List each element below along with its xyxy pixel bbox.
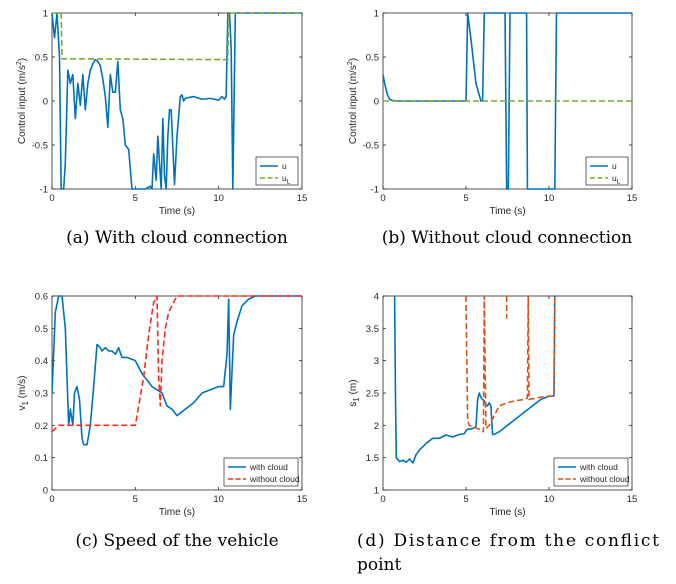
figure-caption: (d) Distance from the conflict point [357, 531, 659, 575]
x-tick-label: 10 [213, 494, 224, 505]
x-tick-label: 5 [463, 494, 468, 505]
y-tick-label: 0.3 [35, 389, 48, 400]
x-tick-label: 5 [133, 193, 138, 204]
legend-label: u [282, 161, 287, 171]
x-tick-label: 0 [380, 494, 385, 505]
y-tick-label: 0.5 [35, 53, 48, 64]
legend-label: u [612, 161, 617, 171]
x-tick-label: 15 [297, 193, 308, 204]
x-tick-label: 10 [544, 494, 555, 505]
y-tick-label: 2.5 [366, 389, 379, 400]
legend: with cloud without cloud [223, 457, 300, 487]
y-tick-label: 0 [43, 97, 48, 108]
y-axis-label: s1 (m) [348, 379, 361, 406]
x-tick-label: 0 [49, 494, 54, 505]
x-tick-label: 15 [627, 494, 638, 505]
series-line-with-cloud [52, 295, 302, 446]
legend-label: without cloud [249, 474, 300, 484]
legend-label: with cloud [579, 462, 618, 472]
y-tick-label: -0.5 [32, 141, 48, 152]
legend-label: without cloud [579, 474, 630, 484]
y-tick-label: 0.1 [35, 453, 48, 464]
y-tick-label: 3.5 [366, 324, 379, 335]
x-tick-label: 0 [380, 193, 385, 204]
x-axis-label: Time (s) [159, 206, 195, 217]
series-line-with-cloud [393, 295, 556, 464]
legend-label: uL [612, 173, 621, 186]
legend-box [553, 457, 629, 487]
y-tick-label: 3 [374, 356, 379, 367]
x-tick-label: 0 [49, 193, 54, 204]
y-tick-label: -1 [371, 185, 379, 196]
x-tick-label: 10 [544, 193, 555, 204]
x-axis-label: Time (s) [489, 206, 525, 217]
x-axis-label: Time (s) [159, 507, 195, 518]
legend-label: uL [282, 173, 291, 186]
y-tick-label: 0.5 [366, 53, 379, 64]
series-line-without-cloud [465, 295, 556, 433]
legend: with cloud without cloud [553, 457, 630, 487]
figure-caption: (c) Speed of the vehicle [75, 531, 278, 551]
y-tick-label: 1.5 [366, 453, 379, 464]
y-tick-label: -1 [40, 185, 48, 196]
y-tick-label: 0.5 [35, 324, 48, 335]
chart-b: 0 5 10 15 -1 -0.5 0 0.5 1 Time (s) Control input (… [347, 9, 637, 249]
legend: u uL [585, 156, 629, 186]
figure-caption: (b) Without cloud connection [382, 228, 633, 248]
figure-caption: (a) With cloud connection [66, 228, 288, 248]
y-tick-label: 0 [43, 486, 48, 497]
y-tick-label: 0 [374, 97, 379, 108]
series-line-without-cloud [52, 295, 302, 433]
x-tick-label: 10 [213, 193, 224, 204]
legend-box [585, 156, 629, 186]
series-line-u [52, 12, 302, 190]
chart-d: 0 5 10 15 1 1.5 2 2.5 3 3.5 4 Time (s) s1 (m) with cl… [348, 292, 659, 576]
y-tick-label: 2 [374, 421, 379, 432]
y-axis-label: Control input (m/s2) [347, 58, 359, 144]
y-axis-label: v1 (m/s) [17, 376, 30, 411]
y-tick-label: 0.2 [35, 421, 48, 432]
y-tick-label: 1 [374, 9, 379, 20]
chart-c: 0 5 10 15 0 0.1 0.2 0.3 0.4 0.5 0.6 Time (s) v1 (m/s… [17, 292, 307, 552]
y-tick-label: 1 [43, 9, 48, 20]
x-tick-label: 5 [133, 494, 138, 505]
legend-box [255, 156, 299, 186]
x-tick-label: 15 [297, 494, 308, 505]
y-axis-label: Control input (m/s2) [16, 58, 28, 144]
series-line-u-l [52, 12, 302, 61]
y-tick-label: 0.4 [35, 356, 48, 367]
legend: u uL [255, 156, 299, 186]
y-tick-label: -0.5 [363, 141, 379, 152]
x-tick-label: 5 [463, 193, 468, 204]
x-axis-label: Time (s) [489, 507, 525, 518]
legend-box [223, 457, 299, 487]
chart-a: 0 5 10 15 -1 -0.5 0 0.5 1 Time (s) Control input (… [16, 9, 307, 249]
legend-label: with cloud [249, 462, 288, 472]
y-tick-label: 4 [374, 292, 379, 303]
y-tick-label: 1 [374, 486, 379, 497]
y-tick-label: 0.6 [35, 292, 48, 303]
x-tick-label: 15 [627, 193, 638, 204]
